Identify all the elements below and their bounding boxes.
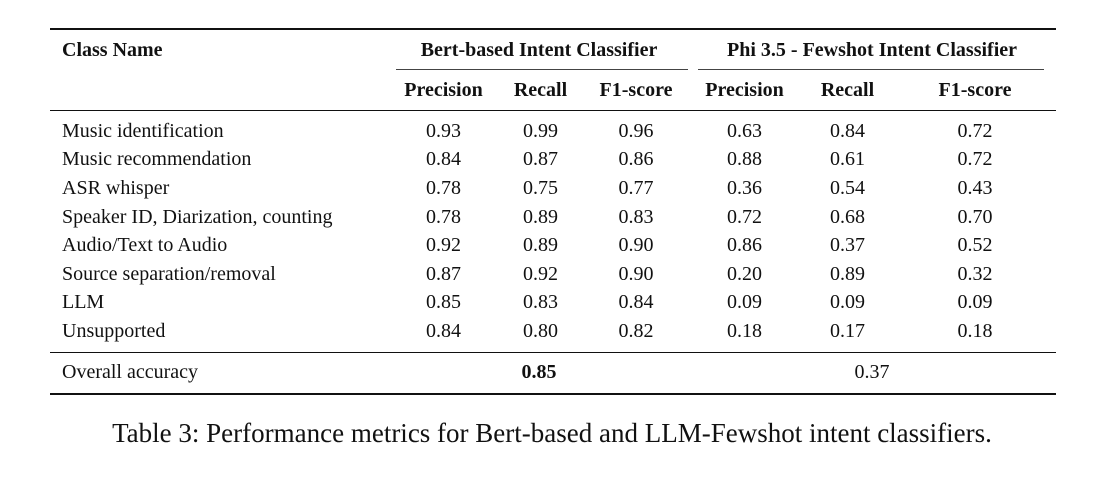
phi-f1-cell: 0.72	[957, 119, 993, 142]
class-name-cell: Speaker ID, Diarization, counting	[62, 205, 333, 228]
bert-recall-cell: 0.99	[523, 119, 558, 142]
bert-recall-cell: 0.92	[523, 262, 558, 285]
table-row: LLM 0.85 0.83 0.84 0.09 0.09 0.09	[50, 289, 1056, 318]
phi-precision-cell: 0.86	[727, 234, 763, 257]
phi-group-header: Phi 3.5 - Fewshot Intent Classifier	[688, 28, 1057, 70]
phi-precision-cell: 0.72	[727, 205, 763, 228]
bert-precision-cell: 0.92	[426, 234, 461, 257]
bert-precision-cell: 0.84	[390, 317, 497, 353]
bert-precision-cell: 0.84	[426, 148, 461, 171]
table-row: Speaker ID, Diarization, counting 0.78 0…	[50, 203, 1056, 232]
bert-recall-cell: 0.75	[523, 176, 558, 199]
phi-group-label: Phi 3.5 - Fewshot Intent Classifier	[727, 38, 1018, 61]
phi-precision-cell: 0.36	[727, 176, 763, 199]
phi-f1-header: F1-score	[894, 70, 1057, 111]
phi-recall-cell: 0.68	[830, 205, 866, 228]
table-row: Music identification 0.93 0.99 0.96 0.63…	[50, 111, 1056, 146]
phi-recall-cell: 0.09	[830, 291, 866, 314]
bert-precision-cell: 0.78	[426, 176, 461, 199]
bert-f1-header: F1-score	[584, 70, 689, 111]
bert-recall-cell: 0.89	[523, 205, 558, 228]
phi-f1-cell: 0.43	[957, 176, 993, 199]
overall-accuracy-label: Overall accuracy	[50, 352, 390, 395]
phi-precision-cell: 0.20	[727, 262, 763, 285]
bert-recall-header: Recall	[497, 70, 584, 111]
class-name-cell: Unsupported	[50, 317, 390, 353]
class-name-header: Class Name	[50, 28, 390, 70]
bert-f1-cell: 0.82	[584, 317, 689, 353]
header-group-row: Class Name Bert-based Intent Classifier …	[50, 28, 1057, 70]
phi-f1-cell: 0.72	[957, 148, 993, 171]
phi-precision-cell: 0.63	[727, 119, 763, 142]
phi-recall-cell: 0.17	[801, 317, 895, 353]
bert-f1-cell: 0.90	[618, 262, 654, 285]
class-name-cell: Audio/Text to Audio	[62, 234, 228, 257]
bert-recall-cell: 0.83	[523, 291, 558, 314]
class-name-cell: ASR whisper	[62, 176, 170, 199]
phi-f1-cell: 0.32	[957, 262, 993, 285]
phi-recall-cell: 0.84	[830, 119, 866, 142]
class-name-cell: Music recommendation	[62, 148, 252, 171]
bert-f1-cell: 0.86	[618, 148, 654, 171]
table-row: Music recommendation 0.84 0.87 0.86 0.88…	[50, 146, 1056, 175]
phi-f1-cell: 0.52	[957, 234, 993, 257]
bert-f1-cell: 0.83	[618, 205, 654, 228]
overall-accuracy-row: Overall accuracy 0.85 0.37	[50, 352, 1057, 395]
phi-group-rule	[698, 69, 1045, 70]
phi-precision-cell: 0.18	[688, 317, 802, 353]
table-row: Unsupported 0.84 0.80 0.82 0.18 0.17 0.1…	[50, 317, 1057, 353]
phi-f1-cell: 0.70	[957, 205, 993, 228]
phi-recall-header: Recall	[801, 70, 895, 111]
table-row: Audio/Text to Audio 0.92 0.89 0.90 0.86 …	[50, 231, 1056, 260]
bert-precision-cell: 0.87	[426, 262, 461, 285]
bert-recall-cell: 0.80	[497, 317, 584, 353]
header-metric-row: Precision Recall F1-score Precision Reca…	[50, 70, 1057, 111]
table-caption: Table 3: Performance metrics for Bert-ba…	[112, 418, 992, 448]
bert-recall-cell: 0.87	[523, 148, 558, 171]
bert-group-label: Bert-based Intent Classifier	[420, 38, 658, 61]
phi-recall-cell: 0.37	[830, 234, 866, 257]
phi-f1-cell: 0.18	[894, 317, 1057, 353]
class-name-cell: Music identification	[62, 119, 224, 142]
bert-precision-cell: 0.93	[426, 119, 461, 142]
bert-f1-cell: 0.96	[618, 119, 654, 142]
class-name-cell: LLM	[62, 291, 105, 314]
bert-recall-cell: 0.89	[523, 234, 558, 257]
phi-precision-cell: 0.09	[727, 291, 763, 314]
phi-precision-header: Precision	[688, 70, 802, 111]
phi-recall-cell: 0.89	[830, 262, 866, 285]
bert-group-rule	[396, 69, 689, 70]
class-name-cell: Source separation/removal	[62, 262, 276, 285]
phi-recall-cell: 0.54	[830, 176, 866, 199]
phi-precision-cell: 0.88	[727, 148, 763, 171]
bert-group-header: Bert-based Intent Classifier	[390, 28, 689, 70]
table-row: Source separation/removal 0.87 0.92 0.90…	[50, 260, 1056, 289]
metrics-table: Class Name Bert-based Intent Classifier …	[50, 28, 1057, 395]
bert-precision-cell: 0.78	[426, 205, 461, 228]
bert-f1-cell: 0.84	[618, 291, 654, 314]
table-row: ASR whisper 0.78 0.75 0.77 0.36 0.54 0.4…	[50, 174, 1056, 203]
metrics-table-container: Class Name Bert-based Intent Classifier …	[50, 28, 1057, 395]
bert-precision-cell: 0.85	[426, 291, 461, 314]
phi-recall-cell: 0.61	[830, 148, 866, 171]
phi-overall-accuracy: 0.37	[688, 352, 1057, 395]
empty-header-cell	[50, 70, 390, 111]
bert-f1-cell: 0.90	[618, 234, 654, 257]
bert-precision-header: Precision	[390, 70, 497, 111]
bert-f1-cell: 0.77	[618, 176, 654, 199]
bert-overall-accuracy: 0.85	[390, 352, 689, 395]
phi-f1-cell: 0.09	[957, 291, 993, 314]
